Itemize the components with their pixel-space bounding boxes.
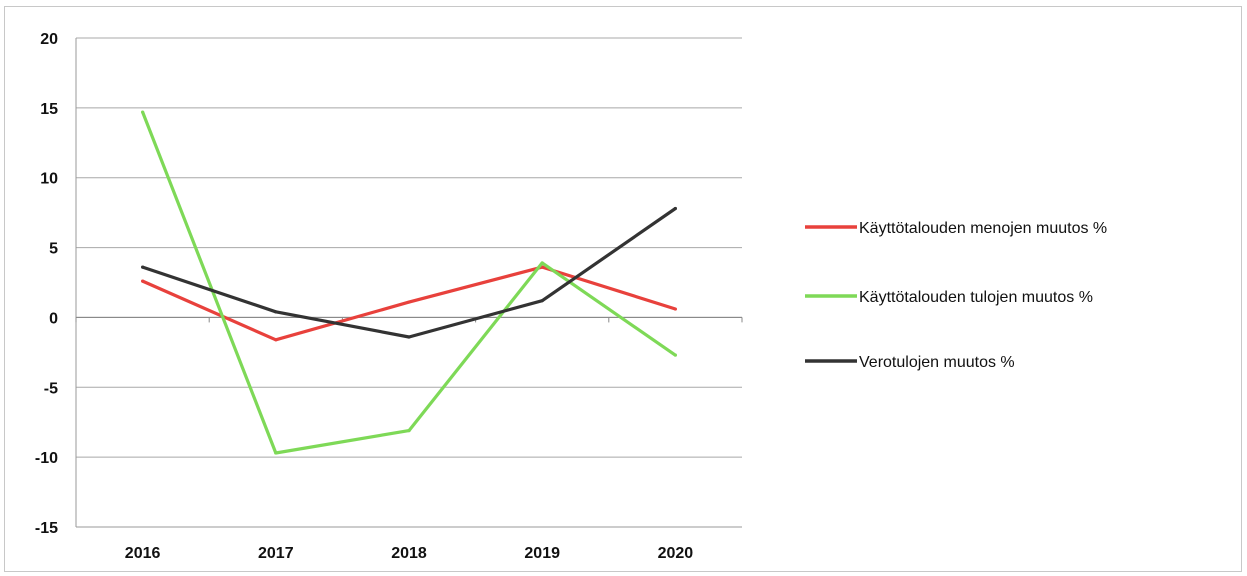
data-point xyxy=(274,451,278,455)
y-tick-label: 10 xyxy=(40,171,58,188)
series-lines xyxy=(141,110,678,455)
legend-entry: Verotulojen muutos % xyxy=(859,354,1015,371)
data-point xyxy=(673,353,678,357)
data-point xyxy=(141,265,145,269)
x-tick-label: 2016 xyxy=(125,545,161,562)
x-tick-label: 2017 xyxy=(258,545,294,562)
x-tick-label: 2018 xyxy=(391,545,427,562)
data-point xyxy=(141,279,145,283)
y-tick-label: 0 xyxy=(49,310,58,327)
data-point xyxy=(673,206,678,211)
data-point xyxy=(540,261,544,265)
x-axis-tick-labels: 2016 2017 2018 2019 2020 xyxy=(125,545,693,562)
x-tick-label: 2020 xyxy=(658,545,694,562)
y-axis-tick-labels: 20 15 10 5 0 -5 -10 -15 xyxy=(35,31,58,537)
data-point xyxy=(141,110,145,114)
y-tick-label: 20 xyxy=(40,31,58,48)
y-tick-label: -10 xyxy=(35,450,58,467)
x-tick-label: 2019 xyxy=(524,545,560,562)
y-tick-label: -5 xyxy=(44,380,58,397)
gridlines xyxy=(76,37,742,458)
data-point xyxy=(407,335,411,339)
legend-entry: Käyttötalouden menojen muutos % xyxy=(859,220,1107,237)
y-tick-label: -15 xyxy=(35,520,58,537)
data-point xyxy=(673,307,678,311)
data-point xyxy=(407,300,411,304)
y-tick-label: 15 xyxy=(40,101,58,118)
data-point xyxy=(407,428,411,433)
y-tick-label: 5 xyxy=(49,241,58,258)
legend: Käyttötalouden menojen muutos % Käyttötal… xyxy=(805,220,1107,371)
data-point xyxy=(274,338,278,342)
data-point xyxy=(540,299,544,303)
axes xyxy=(75,38,743,528)
legend-entry: Käyttötalouden tulojen muutos % xyxy=(859,289,1093,306)
data-point xyxy=(274,310,278,314)
